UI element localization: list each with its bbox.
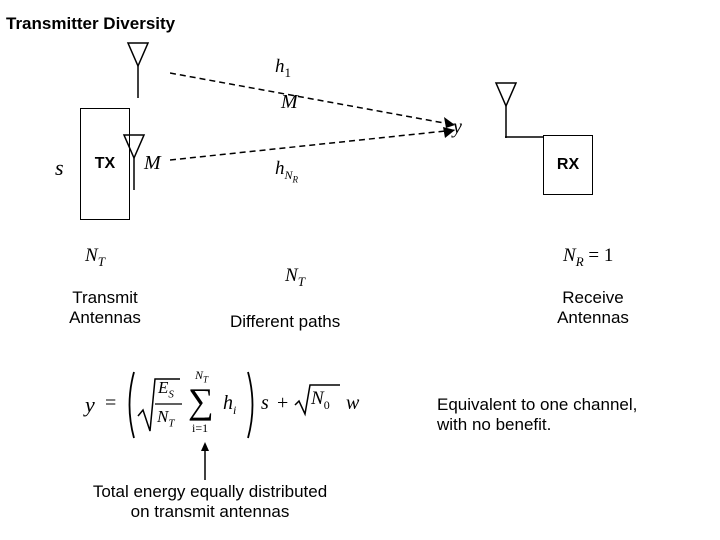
symbol-M-paths: M — [281, 91, 298, 114]
symbol-NR-eq: NR = 1 — [563, 245, 613, 270]
bottom-label: Total energy equally distributed on tran… — [90, 482, 330, 522]
arrow-up-icon — [200, 442, 210, 482]
symbol-NT-center: NT — [285, 265, 305, 290]
symbol-s: s — [55, 155, 64, 181]
transmit-antennas-label: TransmitAntennas — [60, 288, 150, 328]
symbol-y: y — [453, 116, 462, 139]
different-paths-label: Different paths — [230, 312, 340, 332]
tx-antenna-top — [120, 40, 160, 100]
rx-label: RX — [557, 156, 579, 174]
note-text: Equivalent to one channel, with no benef… — [437, 395, 637, 435]
symbol-hNR: hNR — [275, 158, 298, 184]
tx-label: TX — [95, 155, 115, 173]
rx-antenna-connector — [505, 135, 545, 145]
page-title: Transmitter Diversity — [6, 14, 175, 34]
symbol-NT-left: NT — [85, 245, 105, 270]
receive-antennas-label: ReceiveAntennas — [548, 288, 638, 328]
arrow-bottom — [170, 125, 472, 170]
symbol-h1: h1 — [275, 56, 291, 81]
rx-antenna — [488, 80, 528, 140]
symbol-M-tx: M — [144, 152, 161, 175]
rx-box: RX — [543, 135, 593, 195]
equation-main: y = ES NT NT ∑ i=1 hi s + N0 w — [85, 370, 415, 440]
